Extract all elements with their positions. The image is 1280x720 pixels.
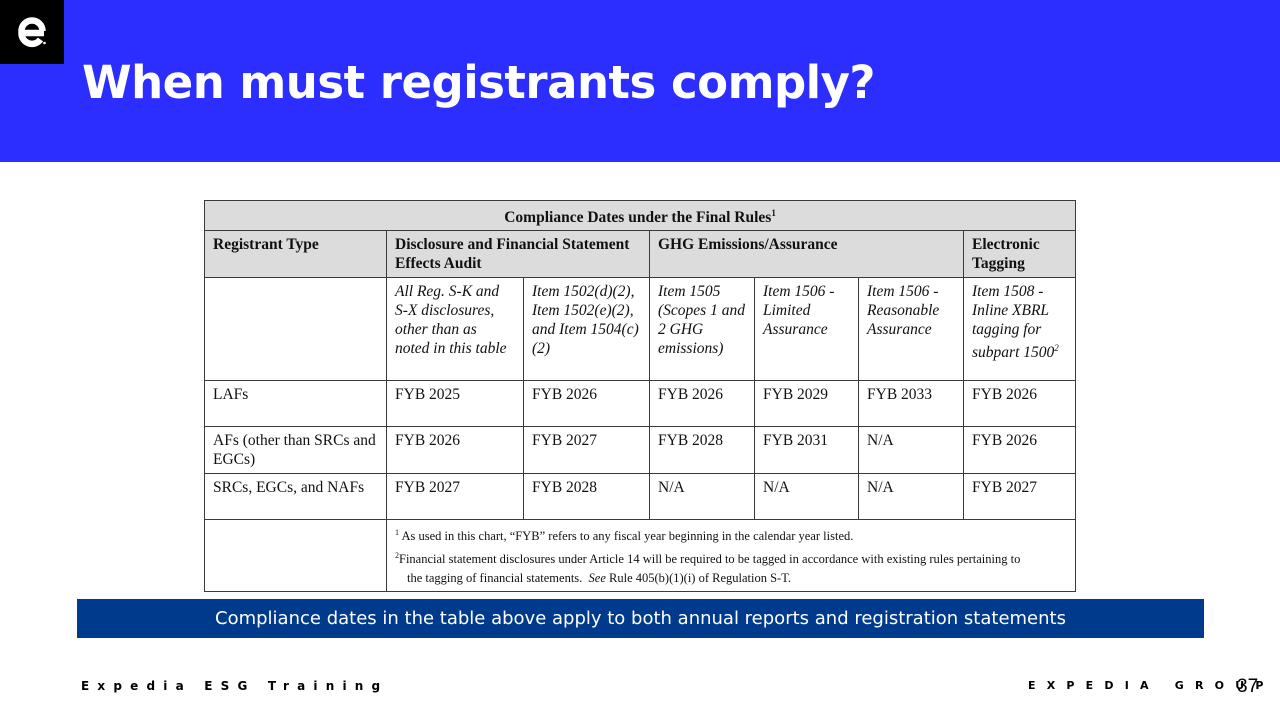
table-cell: FYB 2026 [649, 380, 755, 428]
table-row: LAFs FYB 2025 FYB 2026 FYB 2026 FYB 2029… [204, 380, 1077, 428]
table-footnotes: 1 As used in this chart, “FYB” refers to… [385, 519, 1077, 593]
table-cell: FYB 2026 [386, 426, 524, 475]
expedia-e-logo-icon [18, 17, 46, 48]
table-cell: FYB 2027 [962, 473, 1077, 521]
table-cell: N/A [858, 473, 964, 521]
table-row: SRCs, EGCs, and NAFs FYB 2027 FYB 2028 N… [204, 473, 1077, 521]
row-label: LAFs [204, 380, 387, 428]
header-electronic-tagging: Electronic Tagging [962, 230, 1077, 279]
page-number: 37 [1237, 676, 1259, 697]
header-ghg: GHG Emissions/Assurance [649, 230, 964, 279]
table-cell: FYB 2026 [962, 380, 1077, 428]
table-cell: FYB 2026 [523, 380, 650, 428]
subheader-empty [204, 277, 387, 382]
table-cell: FYB 2031 [754, 426, 859, 475]
table-cell: FYB 2029 [754, 380, 859, 428]
footnote-1: 1 As used in this chart, “FYB” refers to… [395, 528, 854, 544]
footer-training-label: Expedia ESG Training [81, 679, 389, 693]
table-row: AFs (other than SRCs and EGCs) FYB 2026 … [204, 426, 1077, 475]
table-caption: Compliance Dates under the Final Rules1 [203, 199, 1077, 232]
footnote-2: 2Financial statement disclosures under A… [395, 551, 1021, 567]
table-cell: FYB 2027 [523, 426, 650, 475]
footnote-2-continued: the tagging of financial statements. See… [407, 571, 792, 586]
compliance-dates-table: Compliance Dates under the Final Rules1 … [203, 199, 1077, 593]
footnote-empty-cell [204, 519, 387, 593]
footer-brand: EXPEDIA GROUP [1028, 679, 1275, 692]
table-cell: FYB 2025 [386, 380, 524, 428]
table-cell: N/A [858, 426, 964, 475]
subheader: Item 1506 - Limited Assurance [754, 277, 859, 382]
subheader: Item 1508 - Inline XBRL tagging for subp… [962, 277, 1077, 382]
info-banner: Compliance dates in the table above appl… [77, 599, 1204, 638]
table-cell: N/A [754, 473, 859, 521]
table-cell: FYB 2028 [523, 473, 650, 521]
header-registrant-type: Registrant Type [204, 230, 387, 279]
row-label: SRCs, EGCs, and NAFs [204, 473, 387, 521]
row-label: AFs (other than SRCs and EGCs) [204, 426, 387, 475]
table-cell: FYB 2027 [386, 473, 524, 521]
table-cell: FYB 2033 [858, 380, 964, 428]
logo [0, 0, 64, 64]
subheader: Item 1505 (Scopes 1 and 2 GHG emissions) [649, 277, 755, 382]
subheader: Item 1506 - Reasonable Assurance [858, 277, 964, 382]
header-bar: When must registrants comply? [0, 0, 1280, 162]
subheader: All Reg. S-K and S-X disclosures, other … [386, 277, 524, 382]
page-title: When must registrants comply? [82, 56, 876, 109]
table-cell: FYB 2028 [649, 426, 755, 475]
subheader: Item 1502(d)(2), Item 1502(e)(2), and It… [523, 277, 650, 382]
table-cell: FYB 2026 [962, 426, 1077, 475]
table-cell: N/A [649, 473, 755, 521]
header-disclosure: Disclosure and Financial Statement Effec… [386, 230, 650, 279]
